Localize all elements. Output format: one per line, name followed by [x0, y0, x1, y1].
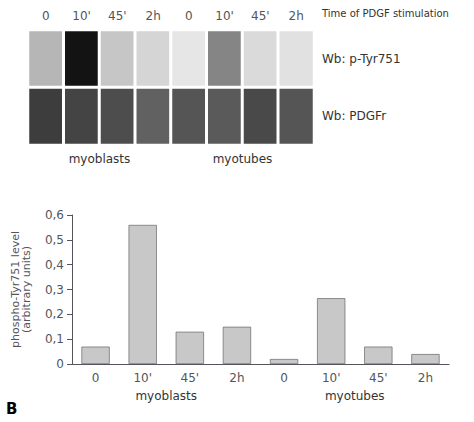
svg-text:10': 10'	[322, 371, 341, 385]
svg-text:45': 45'	[251, 9, 270, 23]
svg-text:0,1: 0,1	[45, 332, 64, 346]
svg-text:0: 0	[280, 371, 288, 385]
svg-text:2h: 2h	[289, 9, 304, 23]
svg-text:0: 0	[185, 9, 193, 23]
svg-text:phospho-Tyr751 level: phospho-Tyr751 level	[9, 231, 22, 348]
svg-text:0,4: 0,4	[45, 258, 64, 272]
svg-text:10': 10'	[72, 9, 91, 23]
svg-text:(arbitrary units): (arbitrary units)	[20, 246, 33, 333]
svg-text:2h: 2h	[146, 9, 161, 23]
svg-text:0,5: 0,5	[45, 233, 64, 247]
svg-text:2h: 2h	[229, 371, 244, 385]
svg-text:0,6: 0,6	[45, 208, 64, 222]
svg-text:45': 45'	[181, 371, 200, 385]
svg-text:0,2: 0,2	[45, 307, 64, 321]
svg-text:10': 10'	[215, 9, 234, 23]
svg-text:0,3: 0,3	[45, 283, 64, 297]
svg-text:0: 0	[92, 371, 100, 385]
svg-text:10': 10'	[133, 371, 152, 385]
svg-text:myotubes: myotubes	[213, 152, 273, 166]
svg-text:myotubes: myotubes	[325, 389, 385, 403]
svg-text:Wb: PDGFr: Wb: PDGFr	[322, 109, 386, 123]
svg-text:0: 0	[42, 9, 50, 23]
svg-text:myoblasts: myoblasts	[135, 389, 197, 403]
svg-text:45': 45'	[108, 9, 127, 23]
svg-text:45': 45'	[369, 371, 388, 385]
svg-text:B: B	[6, 400, 17, 418]
svg-text:2h: 2h	[418, 371, 433, 385]
svg-text:Wb: p-Tyr751: Wb: p-Tyr751	[322, 52, 401, 66]
svg-text:myoblasts: myoblasts	[69, 152, 131, 166]
svg-text:0: 0	[56, 357, 64, 371]
svg-text:Time of PDGF stimulation: Time of PDGF stimulation	[321, 8, 449, 19]
